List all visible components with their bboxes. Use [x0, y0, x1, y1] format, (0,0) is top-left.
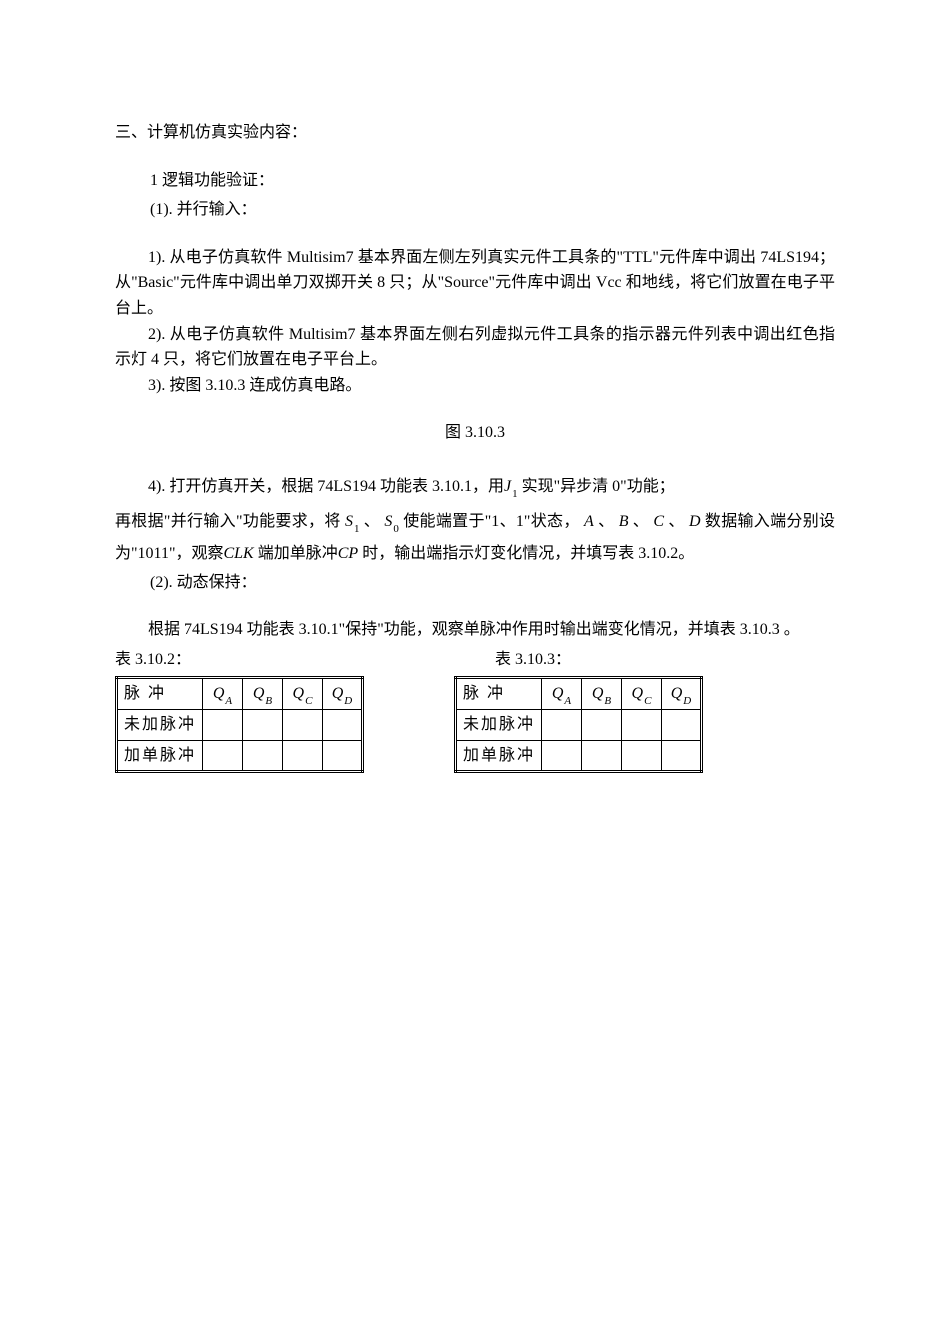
- item-1-sub1: (1). 并行输入：: [115, 197, 835, 223]
- cell-empty: [542, 709, 582, 740]
- cell-empty: [203, 709, 243, 740]
- paragraph-parallel-input: 再根据"并行输入"功能要求，将 S1 、 S0 使能端置于"1、1"状态， A …: [115, 506, 835, 570]
- q-sub-c: C: [643, 695, 651, 707]
- cell-row2: 加单脉冲: [117, 740, 203, 772]
- col-qa: QA: [203, 678, 243, 710]
- q-sub-d: D: [682, 695, 691, 707]
- cell-empty: [582, 740, 622, 772]
- col-qc: QC: [622, 678, 662, 710]
- p4-post: 实现"异步清 0"功能；: [522, 478, 675, 495]
- q-sym: Q: [332, 685, 344, 702]
- q-sym: Q: [671, 685, 683, 702]
- cell-empty: [203, 740, 243, 772]
- tables-row: 脉 冲 QA QB QC QD 未加脉冲 加单脉冲: [115, 676, 835, 773]
- col-qb: QB: [243, 678, 283, 710]
- q-sub-a: A: [224, 695, 232, 707]
- cell-empty: [662, 740, 702, 772]
- col-qc: QC: [283, 678, 323, 710]
- paragraph-step-1: 1). 从电子仿真软件 Multisim7 基本界面左侧左列真实元件工具条的"T…: [115, 245, 835, 322]
- q-sub-c: C: [304, 695, 312, 707]
- paragraph-step-2: 2). 从电子仿真软件 Multisim7 基本界面左侧右列虚拟元件工具条的指示…: [115, 322, 835, 373]
- col-qa: QA: [542, 678, 582, 710]
- data-table-right: 脉 冲 QA QB QC QD 未加脉冲 加单脉冲: [454, 676, 703, 773]
- p5-sep3: 、: [633, 513, 649, 530]
- p5-sep1: 、: [364, 513, 380, 530]
- symbol-s0-sub: 0: [392, 523, 399, 535]
- section-heading: 三、计算机仿真实验内容：: [115, 120, 835, 146]
- paragraph-step-3: 3). 按图 3.10.3 连成仿真电路。: [115, 373, 835, 399]
- symbol-c: C: [653, 513, 664, 530]
- p6-c: 时，输出端指示灯变化情况，并填写表 3.10.2。: [362, 545, 694, 562]
- document-page: 三、计算机仿真实验内容： 1 逻辑功能验证： (1). 并行输入： 1). 从电…: [0, 0, 950, 773]
- item-1-sub2: (2). 动态保持：: [115, 570, 835, 596]
- q-sym: Q: [293, 685, 305, 702]
- table-row: 未加脉冲: [117, 709, 363, 740]
- cell-empty: [662, 709, 702, 740]
- q-sub-b: B: [264, 695, 272, 707]
- cell-empty: [582, 709, 622, 740]
- p5-sep2: 、: [598, 513, 614, 530]
- col-qd: QD: [662, 678, 702, 710]
- symbol-clk: CLK: [223, 545, 253, 562]
- cell-empty: [323, 709, 363, 740]
- col-pulse: 脉 冲: [117, 678, 203, 710]
- q-sym: Q: [592, 685, 604, 702]
- data-table-left: 脉 冲 QA QB QC QD 未加脉冲 加单脉冲: [115, 676, 364, 773]
- p5-c: 使能端置于"1、1"状态，: [403, 513, 579, 530]
- cell-row2: 加单脉冲: [456, 740, 542, 772]
- q-sub-a: A: [563, 695, 571, 707]
- table-3-10-3: 脉 冲 QA QB QC QD 未加脉冲 加单脉冲: [454, 676, 703, 773]
- q-sub-b: B: [603, 695, 611, 707]
- p4-pre: 4). 打开仿真开关，根据 74LS194 功能表 3.10.1，用: [148, 478, 504, 495]
- paragraph-step-4: 4). 打开仿真开关，根据 74LS194 功能表 3.10.1，用J1 实现"…: [115, 474, 835, 500]
- table-right-label: 表 3.10.3：: [465, 647, 785, 673]
- q-sub-d: D: [343, 695, 352, 707]
- q-sym: Q: [552, 685, 564, 702]
- symbol-d: D: [689, 513, 701, 530]
- table-row: 未加脉冲: [456, 709, 702, 740]
- symbol-s1: S: [345, 513, 353, 530]
- table-left-label: 表 3.10.2：: [115, 647, 405, 673]
- p5-sep4: 、: [668, 513, 684, 530]
- cell-row1: 未加脉冲: [117, 709, 203, 740]
- figure-caption: 图 3.10.3: [115, 420, 835, 446]
- table-row: 加单脉冲: [456, 740, 702, 772]
- cell-empty: [622, 740, 662, 772]
- item-1-title: 1 逻辑功能验证：: [115, 168, 835, 194]
- cell-empty: [542, 740, 582, 772]
- table-labels-row: 表 3.10.2： 表 3.10.3：: [115, 647, 835, 673]
- cell-empty: [283, 709, 323, 740]
- table-row: 加单脉冲: [117, 740, 363, 772]
- col-qd: QD: [323, 678, 363, 710]
- symbol-j-sub: 1: [511, 488, 518, 500]
- q-sym: Q: [213, 685, 225, 702]
- table-3-10-2: 脉 冲 QA QB QC QD 未加脉冲 加单脉冲: [115, 676, 364, 773]
- q-sym: Q: [253, 685, 265, 702]
- col-qb: QB: [582, 678, 622, 710]
- symbol-a: A: [584, 513, 594, 530]
- paragraph-hold: 根据 74LS194 功能表 3.10.1"保持"功能，观察单脉冲作用时输出端变…: [115, 617, 835, 643]
- table-row: 脉 冲 QA QB QC QD: [117, 678, 363, 710]
- table-row: 脉 冲 QA QB QC QD: [456, 678, 702, 710]
- p5-a: 再根据"并行输入"功能要求，将: [115, 513, 341, 530]
- q-sym: Q: [632, 685, 644, 702]
- cell-empty: [323, 740, 363, 772]
- symbol-b: B: [619, 513, 629, 530]
- col-pulse: 脉 冲: [456, 678, 542, 710]
- symbol-s1-sub: 1: [353, 523, 360, 535]
- symbol-cp: CP: [338, 545, 358, 562]
- cell-empty: [243, 740, 283, 772]
- p6-b: 端加单脉冲: [258, 545, 338, 562]
- cell-row1: 未加脉冲: [456, 709, 542, 740]
- cell-empty: [283, 740, 323, 772]
- cell-empty: [622, 709, 662, 740]
- cell-empty: [243, 709, 283, 740]
